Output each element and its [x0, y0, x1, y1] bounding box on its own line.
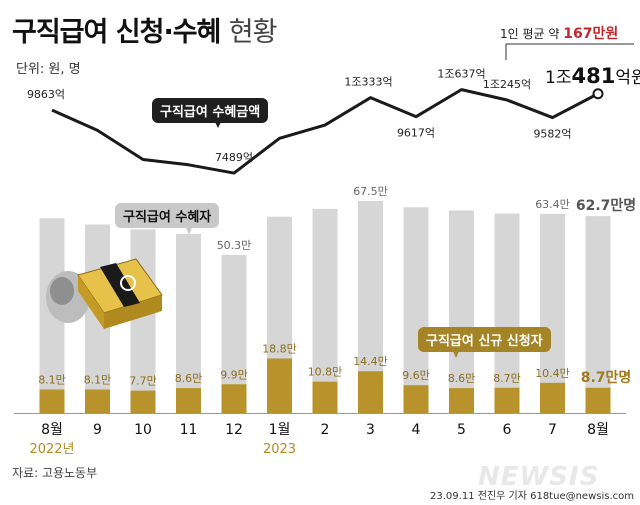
legend-pill-recipients: 구직급여 수혜자 [115, 203, 220, 228]
money-stack-side [78, 275, 104, 329]
applicant-value-label: 8.1만 [38, 374, 66, 387]
title-sub: 현황 [228, 17, 278, 48]
amount-value-label: 1조637억 [437, 68, 485, 81]
amount-value-label: 9617억 [397, 127, 435, 140]
amount-value-label: 1조245억 [483, 78, 531, 91]
applicant-bar [176, 388, 201, 413]
latest-amount-prefix: 1조 [545, 68, 572, 88]
applicant-value-label: 8.6만 [175, 372, 203, 385]
recipient-bar [540, 213, 565, 413]
x-tick-label: 9 [93, 422, 102, 438]
x-tick-label: 8월 [41, 422, 63, 438]
applicant-value-label: 7.7만 [129, 375, 157, 388]
applicant-value-label: 10.4만 [535, 367, 570, 380]
legend-pill-amount: 구직급여 수혜금액 [152, 98, 269, 123]
money-stack-front [104, 295, 162, 329]
amount-value-label: 1조333억 [344, 76, 392, 89]
applicant-bar [312, 381, 338, 413]
latest-amount-suffix: 억원 [615, 68, 640, 88]
page-title: 구직급여 신청·수혜 현황 [12, 10, 278, 49]
x-tick-label: 2 [321, 422, 330, 438]
recipient-bar [494, 213, 520, 413]
x-tick-label: 6 [503, 422, 512, 438]
applicant-bar [403, 385, 429, 413]
x-tick-label: 3 [366, 422, 375, 438]
applicant-bar [130, 390, 156, 413]
applicant-bar [585, 387, 611, 413]
recipient-value-label: 50.3만 [217, 239, 252, 252]
avg-value: 167만원 [563, 26, 619, 42]
x-tick-label: 12 [225, 422, 243, 438]
recipient-value-label: 62.7만명 [576, 197, 636, 214]
credit-line: 23.09.11 전진우 기자 618tue@newsis.com [430, 491, 634, 502]
recipient-bar [176, 233, 201, 413]
applicant-bar [540, 382, 565, 413]
amount-line [51, 88, 599, 175]
avg-label: 1인 평균 약 [500, 27, 564, 41]
applicant-value-label: 8.6만 [448, 372, 476, 385]
recipient-bar [312, 208, 338, 413]
recipient-bar [585, 216, 611, 413]
money-band [100, 263, 140, 307]
year-label: 2022년 [29, 442, 74, 457]
recipient-value-label: 63.4만 [535, 198, 570, 211]
won-symbol [120, 275, 136, 291]
applicant-bar [494, 387, 520, 413]
applicant-value-label: 9.9만 [220, 368, 248, 381]
average-benefit-callout: 1인 평균 약 167만원 [500, 23, 618, 43]
applicant-value-label: 8.7만 [493, 372, 521, 385]
latest-amount-bold: 481 [571, 64, 616, 88]
x-tick-label: 1월 [269, 422, 291, 438]
hand-shadow [50, 277, 74, 305]
applicant-value-label: 14.4만 [353, 355, 388, 368]
applicant-value-label: 8.7만명 [581, 369, 632, 386]
legend-pill-new-applicants: 구직급여 신규 신청자 [418, 327, 551, 352]
amount-line-endpoint [592, 88, 604, 100]
applicant-bar [358, 371, 383, 413]
amount-value-label: 7489억 [215, 151, 253, 164]
unit-label: 단위: 원, 명 [16, 62, 81, 77]
applicant-bar [85, 389, 110, 413]
latest-amount-callout: 1조481억원 [545, 63, 640, 88]
applicant-bar [39, 389, 65, 413]
applicant-value-label: 18.8만 [262, 342, 297, 355]
recipient-bar [449, 210, 474, 413]
applicant-value-label: 9.6만 [402, 369, 430, 382]
recipient-bar [403, 207, 429, 413]
money-stack-illustration [46, 258, 163, 329]
applicant-value-label: 8.1만 [84, 374, 112, 387]
applicant-bar [221, 384, 247, 413]
amount-value-label: 9582억 [533, 128, 571, 141]
year-label: 2023 [263, 442, 296, 457]
x-tick-label: 4 [412, 422, 421, 438]
recipient-value-label: 67.5만 [353, 185, 388, 198]
applicant-bar [449, 388, 474, 413]
source-note: 자료: 고용노동부 [12, 466, 98, 480]
x-tick-label: 8월 [587, 422, 609, 438]
x-tick-label: 10 [134, 422, 152, 438]
applicant-bar [267, 358, 292, 413]
x-tick-label: 5 [457, 422, 466, 438]
x-tick-label: 11 [180, 422, 198, 438]
x-tick-label: 7 [548, 422, 557, 438]
title-main: 구직급여 신청·수혜 [12, 17, 221, 48]
watermark-logo: NEWSIS [478, 462, 600, 492]
applicant-value-label: 10.8만 [308, 366, 343, 379]
amount-value-label: 9863억 [27, 88, 65, 101]
